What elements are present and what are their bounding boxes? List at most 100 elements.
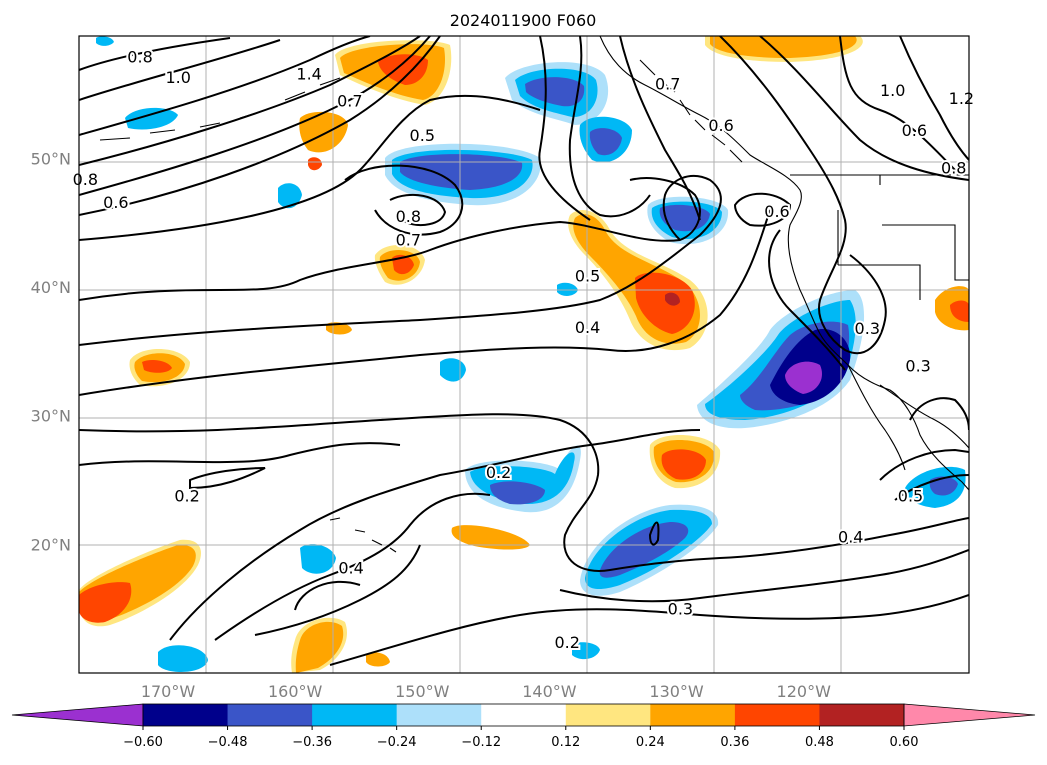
map-frame — [78, 35, 970, 674]
contour-label: 0.8 — [73, 170, 98, 189]
contour-line — [619, 36, 701, 221]
contour-line — [329, 594, 969, 666]
alaska-panhandle-islands — [639, 59, 743, 163]
colorbar-tick-label: −0.48 — [208, 735, 248, 750]
colorbar-segment — [819, 704, 905, 726]
contour-line — [733, 192, 792, 227]
contour-label: 0.2 — [486, 463, 511, 482]
lat-label: 20°N — [31, 535, 71, 554]
colorbar-segment — [734, 704, 820, 726]
colorbar-tick-label: 0.24 — [636, 735, 665, 750]
contour-line — [79, 37, 231, 71]
shade-area — [79, 582, 132, 623]
contour-line — [79, 413, 969, 572]
colorbar-frame — [142, 703, 905, 727]
contour-label: 0.3 — [905, 356, 930, 375]
shade-area — [392, 254, 414, 275]
contour-line — [79, 39, 281, 101]
shade-area — [295, 621, 344, 673]
shade-area — [96, 36, 114, 46]
contour-line — [839, 36, 961, 176]
contour-label: 0.4 — [575, 318, 600, 337]
shade-area — [125, 107, 178, 130]
colorbar-tick-label: 0.36 — [720, 735, 749, 750]
contour-label: 0.7 — [396, 230, 421, 249]
shade-area — [451, 525, 530, 550]
map-panel: 0.8 1.0 1.4 0.7 0.5 0.8 0.6 0.8 0.7 0.5 0.4 0.7 0.6 1… — [71, 35, 976, 674]
shade-area — [366, 652, 390, 667]
lon-label: 160°W — [268, 682, 323, 701]
us-state-border — [882, 224, 969, 281]
contour-line — [648, 521, 660, 546]
contour-line — [389, 193, 447, 226]
contour-label: 0.5 — [575, 266, 600, 285]
contour-line — [79, 177, 701, 301]
contour-label: 0.4 — [338, 558, 363, 577]
shade-area — [929, 476, 958, 496]
contour-line — [344, 164, 464, 236]
contour-line — [538, 36, 591, 221]
lon-label: 150°W — [395, 682, 450, 701]
contour-line — [899, 36, 969, 161]
contour-label: 1.2 — [949, 89, 974, 108]
contour-label: 0.2 — [555, 633, 580, 652]
contour-line — [568, 36, 651, 218]
colorbar-segment — [227, 704, 313, 726]
contour-label: 0.3 — [855, 319, 880, 338]
shade-area — [665, 292, 680, 306]
contour-line — [79, 175, 722, 346]
shade-area — [599, 522, 689, 578]
contour-line — [79, 36, 371, 136]
contour-line — [894, 474, 969, 501]
shade-area — [299, 111, 348, 153]
latitude-labels: 50°N 40°N 30°N 20°N — [31, 149, 71, 554]
shade-area — [557, 282, 578, 296]
mexico-mainland-coast — [879, 384, 969, 449]
shade-area — [308, 157, 322, 171]
lon-label: 120°W — [777, 682, 832, 701]
lat-label: 50°N — [31, 149, 71, 168]
contour-line — [79, 94, 541, 241]
lon-label: 130°W — [649, 682, 704, 701]
contour-label: 1.0 — [880, 81, 905, 100]
contour-label: 0.5 — [410, 126, 435, 145]
us-state-border — [838, 264, 921, 300]
colorbar-tick-label: 0.12 — [551, 735, 580, 750]
map-title: 2024011900 F060 — [450, 11, 597, 30]
colorbar-segment — [312, 704, 398, 726]
shade-area — [572, 642, 600, 660]
contour-line — [189, 467, 266, 490]
contour-line — [79, 36, 441, 216]
colorbar-tick-label: −0.24 — [377, 735, 417, 750]
contour-lines — [79, 36, 969, 666]
longitude-labels: 170°W 160°W 150°W 140°W 130°W 120°W — [141, 682, 831, 701]
colorbar-segment — [396, 704, 482, 726]
colorbar-tick-label: 0.48 — [805, 735, 834, 750]
contour-line — [79, 442, 401, 466]
shade-area — [278, 183, 302, 209]
contour-label: 0.8 — [941, 158, 966, 177]
contour-label: 0.6 — [708, 116, 733, 135]
colorbar-segment — [565, 704, 651, 726]
contour-label: 0.4 — [838, 528, 863, 547]
contour-label: 0.6 — [764, 202, 789, 221]
contour-line — [719, 36, 887, 355]
colorbar-segment — [481, 704, 567, 726]
colorbar-tick-label: −0.36 — [292, 735, 332, 750]
contour-line — [254, 544, 421, 636]
contour-label: 0.3 — [668, 600, 693, 619]
shade-area — [661, 449, 706, 480]
hawaii-islands — [329, 517, 397, 553]
contour-line — [79, 209, 771, 396]
colorbar-tick-label: −0.60 — [123, 735, 163, 750]
shade-area — [635, 272, 695, 334]
contour-label: 0.2 — [174, 486, 199, 505]
shade-area — [400, 154, 523, 190]
lat-label: 30°N — [31, 407, 71, 426]
contour-line — [759, 36, 969, 181]
contour-label: 0.5 — [898, 486, 923, 505]
contour-line — [79, 36, 431, 196]
colorbar-extend-high — [903, 703, 1036, 727]
colorbar-tick-label: 0.60 — [890, 735, 919, 750]
